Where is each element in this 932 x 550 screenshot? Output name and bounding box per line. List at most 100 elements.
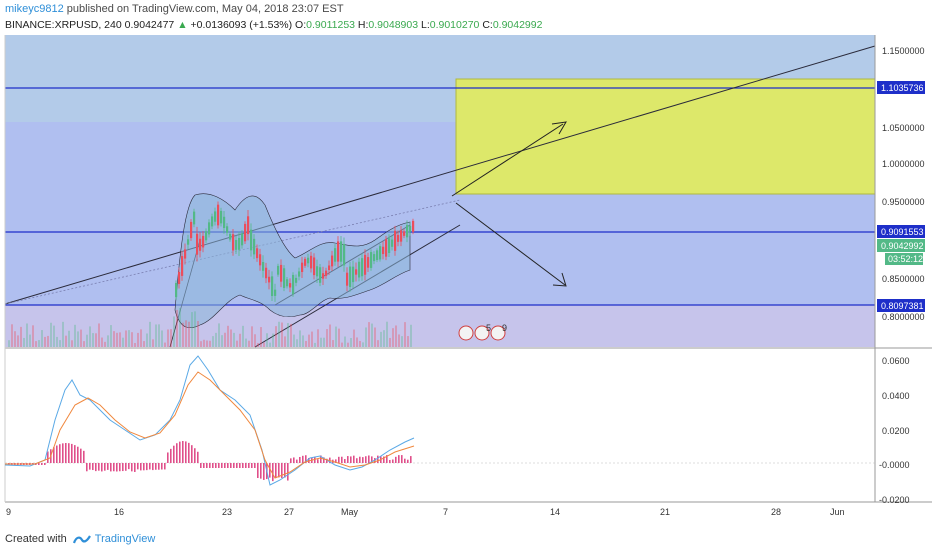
candle[interactable] [241, 233, 244, 246]
bull-arrow[interactable] [451, 123, 564, 197]
candle[interactable] [301, 262, 304, 272]
candle[interactable] [373, 254, 376, 262]
candle[interactable] [349, 266, 352, 288]
candle[interactable] [292, 274, 295, 295]
symbol-name[interactable]: BINANCE:XRPUSD, 240 [5, 19, 122, 31]
candle[interactable] [406, 225, 409, 238]
candle[interactable] [202, 235, 205, 248]
candle[interactable] [208, 222, 211, 235]
event-flag-icon[interactable] [474, 325, 490, 341]
candle[interactable] [379, 246, 382, 260]
candle[interactable] [223, 216, 226, 229]
candle[interactable] [358, 261, 361, 278]
candle[interactable] [262, 261, 265, 271]
candle[interactable] [319, 267, 322, 283]
candle[interactable] [199, 238, 202, 251]
candle[interactable] [331, 255, 334, 267]
event-flag-icon[interactable] [490, 325, 506, 341]
candle[interactable] [388, 238, 391, 253]
candle[interactable] [307, 257, 310, 264]
candle[interactable] [343, 243, 346, 266]
candle[interactable] [256, 248, 259, 259]
candle[interactable] [244, 223, 247, 242]
candle[interactable] [259, 254, 262, 266]
candle[interactable] [340, 241, 343, 262]
candle[interactable] [214, 211, 217, 222]
candle[interactable] [385, 239, 388, 257]
target-box[interactable] [455, 78, 876, 195]
candle[interactable] [295, 277, 298, 283]
close-value: 0.9042992 [492, 19, 543, 31]
candle[interactable] [247, 216, 250, 235]
trend-line-long[interactable] [4, 45, 876, 305]
candle[interactable] [409, 225, 412, 232]
candle[interactable] [196, 233, 199, 255]
candle[interactable] [289, 283, 292, 288]
candle[interactable] [391, 239, 394, 247]
candle[interactable] [397, 234, 400, 242]
candle[interactable] [313, 257, 316, 276]
candle[interactable] [280, 264, 283, 282]
candle[interactable] [235, 239, 238, 250]
candle[interactable] [403, 231, 406, 236]
candle[interactable] [337, 241, 340, 262]
candle[interactable] [229, 233, 232, 240]
candle[interactable] [316, 266, 319, 277]
signal-line[interactable] [5, 371, 415, 479]
candle[interactable] [175, 282, 178, 298]
event-flag-icon[interactable] [458, 325, 474, 341]
candle[interactable] [238, 237, 241, 250]
candle[interactable] [352, 266, 355, 283]
candle[interactable] [226, 226, 229, 233]
candle[interactable] [325, 270, 328, 276]
candle[interactable] [181, 256, 184, 276]
author-link[interactable]: mikeyc9812 [5, 3, 64, 15]
candle[interactable] [286, 279, 289, 287]
candle[interactable] [217, 204, 220, 226]
candle[interactable] [277, 265, 280, 275]
candle[interactable] [367, 257, 370, 268]
candle[interactable] [190, 221, 193, 239]
candle[interactable] [376, 250, 379, 261]
candle[interactable] [322, 273, 325, 279]
candle[interactable] [412, 220, 415, 232]
candle[interactable] [265, 267, 268, 279]
candle[interactable] [271, 276, 274, 297]
event-badges[interactable]: 5 9 [458, 323, 507, 341]
macd-line[interactable] [4, 355, 415, 486]
candlestick-series[interactable] [175, 201, 415, 302]
candle[interactable] [193, 211, 196, 225]
time-axis[interactable]: 9 16 23 27 May 7 14 21 28 Jun [6, 507, 845, 517]
candle[interactable] [310, 255, 313, 269]
candle[interactable] [298, 271, 301, 277]
macd-axis[interactable]: 0.0600 0.0400 0.0200 -0.0000 -0.0200 [879, 356, 910, 505]
candle[interactable] [361, 258, 364, 277]
candle[interactable] [304, 258, 307, 266]
candle[interactable] [205, 231, 208, 241]
candle[interactable] [328, 265, 331, 271]
candle[interactable] [346, 272, 349, 286]
candle[interactable] [268, 276, 271, 283]
candle[interactable] [211, 216, 214, 227]
histogram-bar [197, 451, 199, 463]
candle[interactable] [370, 252, 373, 268]
candle[interactable] [220, 210, 223, 224]
candle[interactable] [184, 249, 187, 259]
candle[interactable] [355, 269, 358, 275]
candle[interactable] [178, 272, 181, 284]
candle[interactable] [364, 254, 367, 275]
price-axis[interactable]: 1.1500000 1.0500000 1.0000000 0.9500000 … [877, 46, 925, 322]
bear-arrow[interactable] [455, 202, 566, 286]
candle[interactable] [187, 239, 190, 245]
candle[interactable] [334, 248, 337, 262]
candle[interactable] [232, 234, 235, 251]
candle[interactable] [382, 246, 385, 255]
candle[interactable] [394, 230, 397, 251]
candle[interactable] [283, 268, 286, 288]
chart-canvas[interactable]: 5 9 1.1500000 1.0500000 1.0000000 0.9500… [0, 0, 932, 528]
candle[interactable] [253, 238, 256, 255]
tradingview-brand[interactable]: TradingView [72, 533, 155, 545]
candle[interactable] [250, 229, 253, 251]
candle[interactable] [400, 230, 403, 242]
candle[interactable] [274, 289, 277, 296]
